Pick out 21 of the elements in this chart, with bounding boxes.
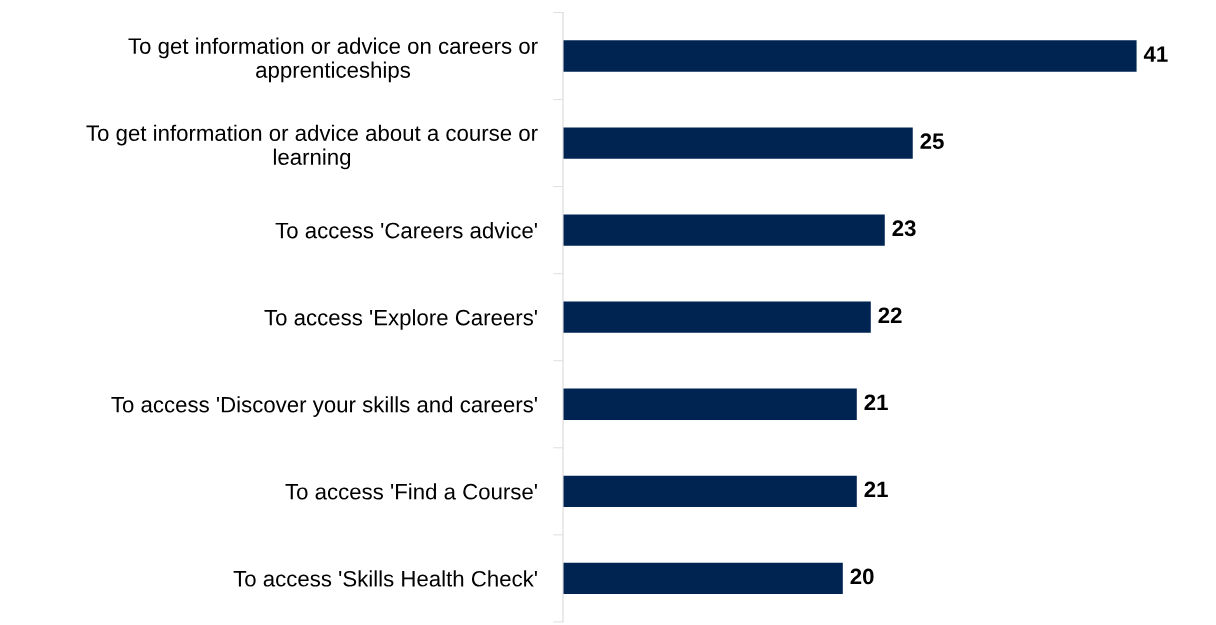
bar [563, 214, 885, 246]
y-tick-label: To get information or advice on careers or apprenticeships [128, 37, 538, 83]
data-label: 41 [1143, 46, 1168, 62]
y-tick-label: To get information or advice about a course or learning [86, 124, 538, 170]
data-label: 21 [864, 394, 888, 410]
data-label: 20 [850, 568, 874, 585]
data-label: 21 [864, 481, 888, 498]
bar [563, 40, 1137, 72]
bar [563, 475, 857, 507]
data-label: 23 [892, 220, 916, 237]
y-tick-label: To access 'Explore Careers' [264, 309, 537, 330]
bar [563, 388, 857, 420]
y-tick-label: To access 'Discover your skills and careers' [111, 396, 537, 417]
data-label: 25 [920, 133, 944, 150]
bar [563, 301, 871, 333]
data-label: 22 [878, 307, 902, 323]
bar [563, 127, 913, 159]
y-tick-label: To access 'Find a Course' [285, 483, 537, 500]
y-tick-label: To access 'Careers advice' [275, 222, 537, 239]
y-tick-label: To access 'Skills Health Check' [233, 570, 537, 587]
bar [563, 562, 843, 595]
